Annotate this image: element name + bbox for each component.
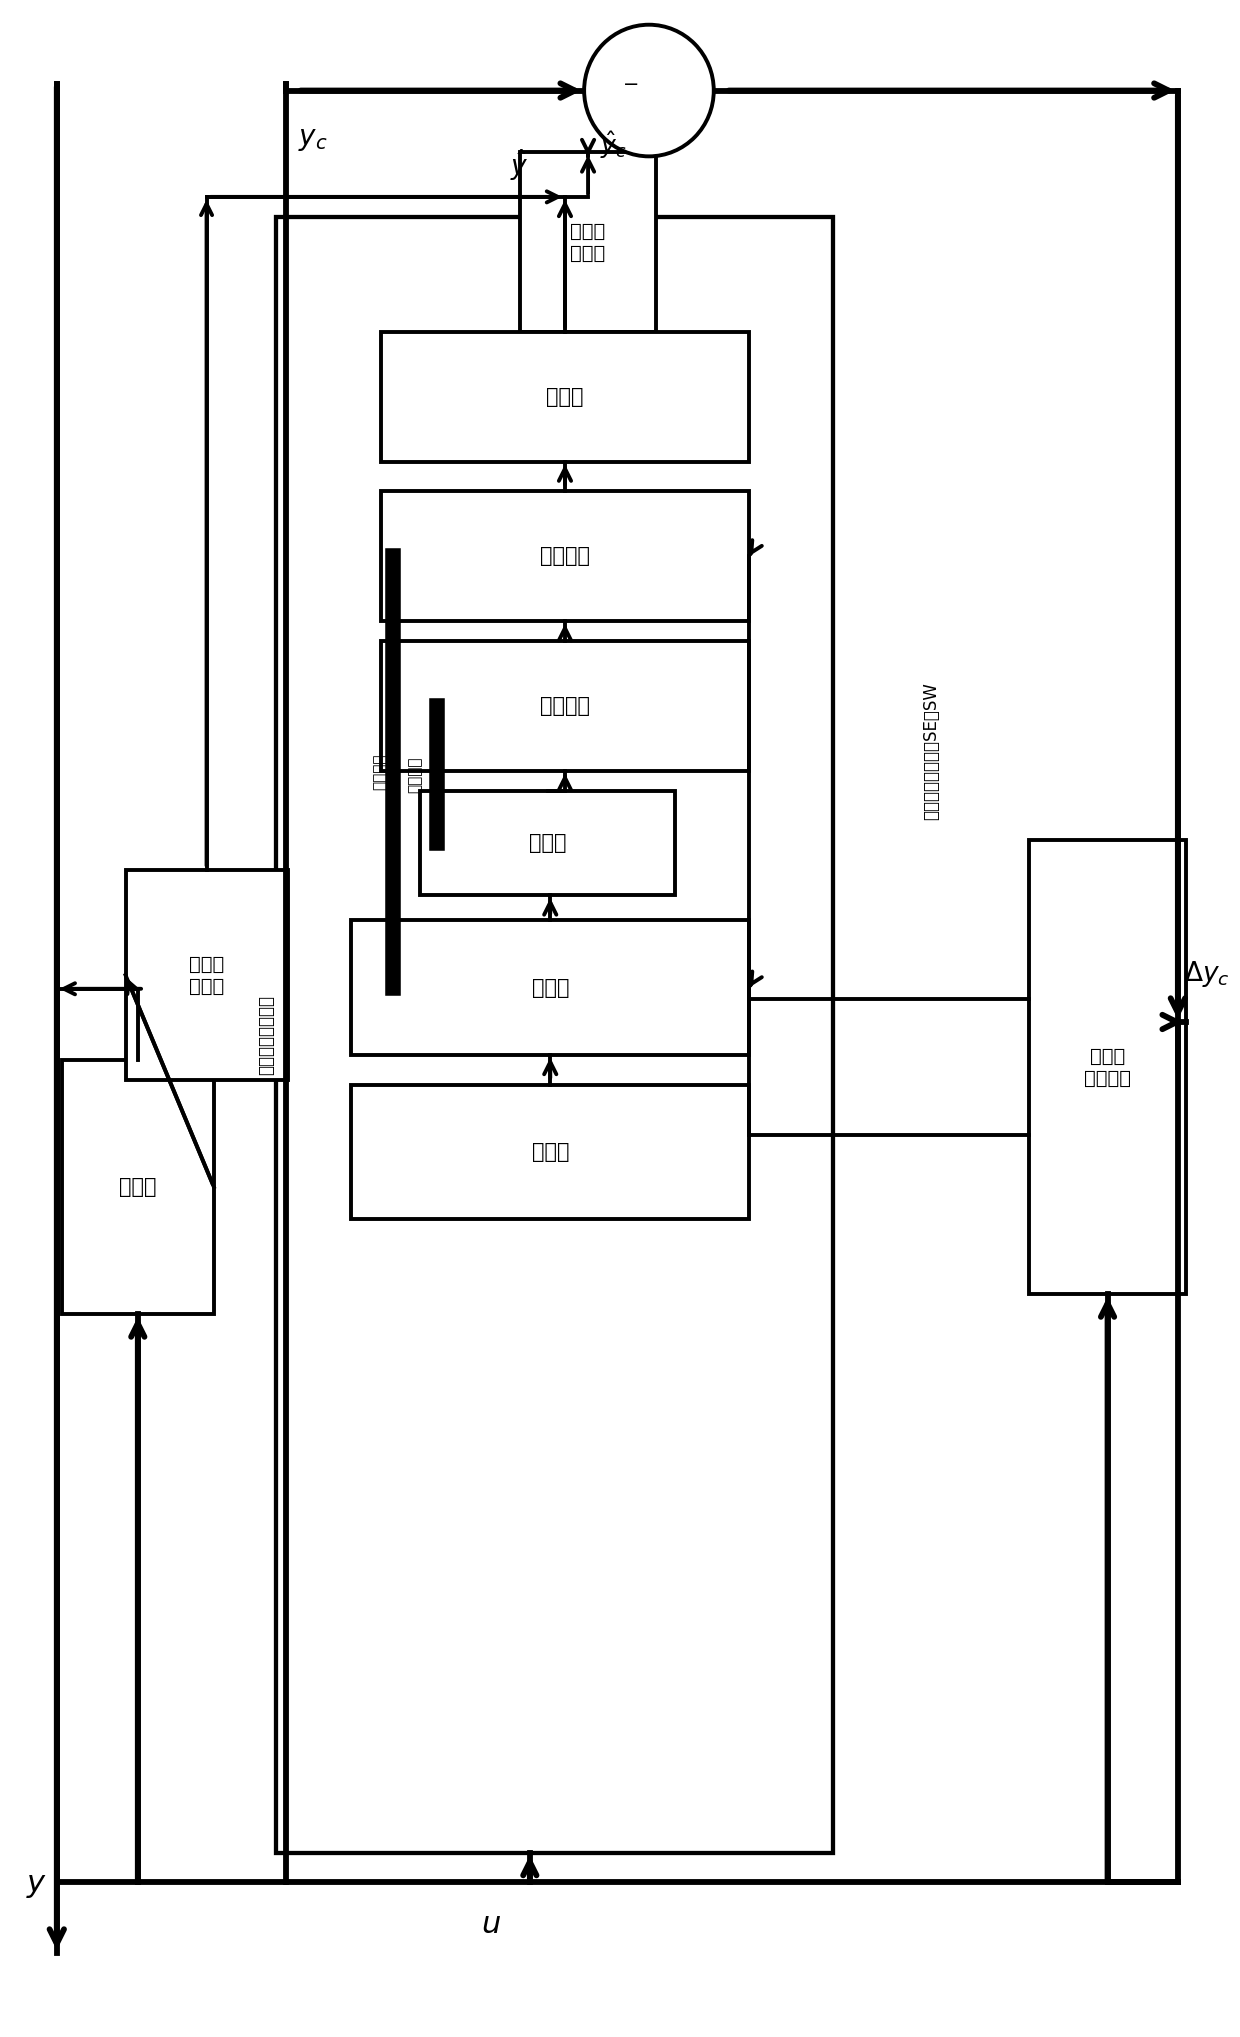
FancyBboxPatch shape [420, 790, 676, 896]
Text: $\Delta y_c$: $\Delta y_c$ [1184, 959, 1230, 990]
FancyBboxPatch shape [351, 921, 749, 1055]
Text: 发动机: 发动机 [119, 1177, 156, 1198]
Ellipse shape [584, 24, 714, 157]
Text: 相似归
一变化: 相似归 一变化 [570, 222, 605, 263]
Text: 进气道: 进气道 [532, 1143, 569, 1163]
FancyBboxPatch shape [351, 1086, 749, 1220]
Text: u: u [481, 1909, 501, 1939]
FancyBboxPatch shape [275, 218, 832, 1854]
FancyBboxPatch shape [381, 642, 749, 770]
Text: 部件性能调整参数SE、SW: 部件性能调整参数SE、SW [921, 682, 940, 821]
Text: −: − [622, 75, 639, 94]
Text: 相似归
一变化: 相似归 一变化 [188, 955, 224, 996]
Text: 动力涡轮: 动力涡轮 [539, 546, 590, 566]
FancyBboxPatch shape [381, 332, 749, 462]
Text: 压气机: 压气机 [532, 978, 569, 998]
FancyBboxPatch shape [62, 1059, 215, 1314]
Text: 燃烧室: 燃烧室 [529, 833, 567, 854]
Text: 燃气涡轮: 燃气涡轮 [539, 697, 590, 715]
FancyBboxPatch shape [521, 153, 656, 332]
Text: 高压转轴: 高压转轴 [408, 756, 423, 792]
FancyBboxPatch shape [381, 491, 749, 621]
Text: 发动机部件级模型: 发动机部件级模型 [257, 994, 275, 1076]
Text: $\hat{y}_c$: $\hat{y}_c$ [600, 130, 627, 161]
FancyBboxPatch shape [1029, 841, 1187, 1293]
Text: $\hat{y}$: $\hat{y}$ [510, 147, 528, 183]
Text: 容积跟
踪滤波器: 容积跟 踪滤波器 [1084, 1047, 1131, 1088]
Text: y: y [26, 1870, 45, 1898]
Text: 尾喷管: 尾喷管 [547, 387, 584, 407]
Text: $y_c$: $y_c$ [298, 124, 327, 153]
Text: 低压转轴: 低压转轴 [372, 754, 387, 790]
FancyBboxPatch shape [125, 870, 288, 1080]
